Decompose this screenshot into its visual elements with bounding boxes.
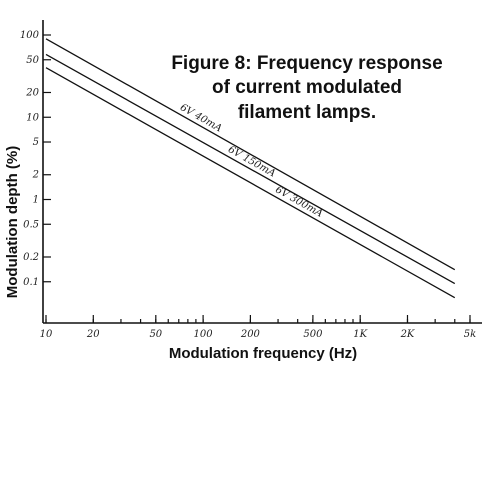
x-tick-label: 5k: [464, 329, 476, 340]
chart-title: Figure 8: Frequency response of current …: [171, 53, 442, 123]
series-lines: [45, 38, 456, 299]
x-tick-label: 1K: [353, 329, 367, 340]
y-axis-label: Modulation depth (%): [4, 146, 21, 298]
series-label: 6V 300mA: [273, 184, 324, 219]
y-tick-label: 20: [25, 87, 39, 98]
series-label: 6V 40mA: [178, 102, 224, 134]
x-tick-label: 50: [149, 329, 162, 340]
y-tick-label: 0.2: [23, 252, 39, 263]
y-tick-label: 2: [32, 170, 39, 181]
series-line: [45, 67, 456, 299]
x-tick-label: 2K: [400, 329, 415, 340]
x-tick-label: 20: [86, 329, 100, 340]
x-tick-label: 100: [194, 329, 214, 340]
chart-title-line-3: filament lamps.: [238, 102, 376, 123]
x-axis-ticks: 10 20 50 100 200 500 1K 2K 5k: [40, 315, 476, 340]
x-axis-label: Modulation frequency (Hz): [169, 345, 357, 362]
y-axis-ticks: 100 50 20 10 5 2 1 0.5 0.2 0.1: [20, 30, 51, 288]
y-tick-label: 10: [26, 112, 39, 123]
y-tick-label: 100: [20, 30, 40, 41]
y-tick-label: 0.5: [23, 219, 39, 230]
chart-title-line-2: of current modulated: [212, 77, 402, 98]
y-tick-label: 50: [26, 55, 39, 66]
x-tick-label: 200: [240, 329, 261, 340]
x-tick-label: 500: [303, 329, 323, 340]
series-line: [45, 38, 456, 271]
series-line: [45, 53, 456, 285]
y-tick-label: 5: [33, 137, 39, 148]
y-tick-label: 0.1: [23, 277, 39, 288]
chart-title-line-1: Figure 8: Frequency response: [171, 53, 442, 74]
x-tick-label: 10: [40, 329, 53, 340]
series-label: 6V 150mA: [226, 144, 277, 179]
y-tick-label: 1: [33, 195, 39, 206]
